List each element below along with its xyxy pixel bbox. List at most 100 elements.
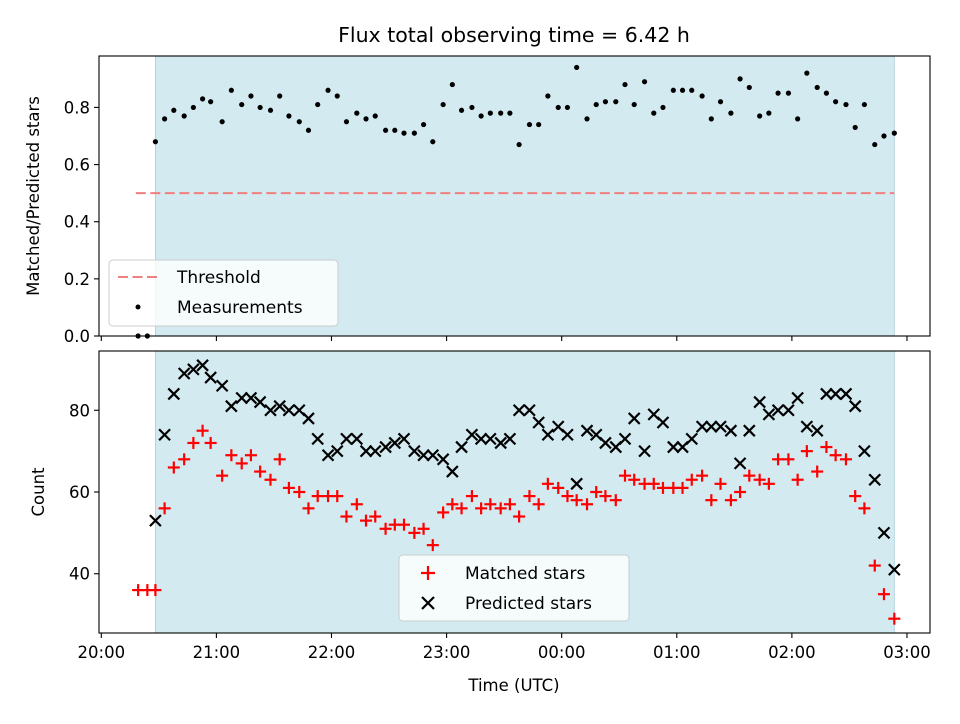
measurement-point	[679, 87, 686, 93]
predicted-star-point	[695, 420, 709, 433]
matched-star-point	[178, 453, 191, 466]
measurement-point	[487, 110, 493, 116]
matched-star-point	[676, 481, 689, 494]
measurement-point	[555, 104, 561, 111]
measurement-point	[516, 141, 522, 148]
matched-star-point	[513, 510, 526, 523]
predicted-star-point	[187, 363, 200, 376]
predicted-star-point	[599, 436, 612, 450]
measurement-point	[660, 104, 666, 111]
x-tick-label: 03:00	[883, 643, 931, 662]
predicted-star-point	[532, 416, 545, 429]
measurement-point	[334, 93, 340, 99]
predicted-star-point	[388, 436, 402, 450]
count-panel: 40 60 80 20:00 21:00 22:00 23:00 00:00 01:00 02:…	[29, 350, 931, 695]
measurement-point	[766, 110, 772, 116]
matched-star-point	[581, 498, 594, 511]
matched-star-point	[618, 469, 631, 482]
predicted-star-point	[705, 420, 718, 433]
predicted-star-point	[753, 395, 766, 409]
measurement-point	[219, 119, 225, 125]
predicted-star-point	[561, 428, 574, 442]
predicted-stars-legend-swatch	[421, 596, 435, 610]
threshold-legend-label: Threshold	[176, 268, 261, 288]
measurement-point	[162, 116, 168, 122]
measurements-legend-swatch	[135, 304, 141, 310]
matched-star-point	[311, 490, 324, 503]
matched-star-point	[609, 494, 622, 507]
measurement-point	[872, 141, 878, 148]
measurement-point	[785, 90, 792, 96]
measurement-point	[631, 101, 637, 108]
measurement-point	[239, 101, 245, 108]
measurement-point	[689, 87, 695, 93]
measurement-point	[852, 124, 858, 131]
measurement-point	[641, 79, 648, 85]
measurement-point	[833, 99, 839, 105]
matched-star-point	[782, 453, 795, 466]
predicted-star-point	[196, 359, 209, 372]
predicted-star-point	[177, 367, 191, 380]
predicted-star-point	[848, 399, 862, 413]
measurement-point	[613, 99, 619, 105]
matched-star-point	[187, 436, 200, 449]
predicted-star-point	[733, 457, 747, 470]
matched-star-point	[561, 490, 574, 503]
predicted-star-point	[282, 403, 296, 417]
matched-star-point	[858, 502, 871, 515]
x-tick-label: 21:00	[193, 643, 241, 662]
matched-star-point	[877, 588, 890, 601]
matched-star-point	[849, 490, 862, 503]
x-tick-label: 01:00	[653, 643, 701, 662]
matched-star-point	[465, 490, 478, 503]
ratio-legend-box	[108, 259, 339, 327]
predicted-star-point	[791, 391, 804, 405]
predicted-star-point	[638, 444, 651, 458]
measurement-point	[401, 130, 407, 136]
matched-star-point	[541, 477, 554, 490]
predicted-star-point	[656, 416, 670, 429]
matched-star-point	[570, 494, 583, 507]
predicted-star-point	[618, 432, 632, 446]
measurement-point	[208, 99, 214, 105]
matched-star-point	[696, 469, 709, 482]
predicted-star-point	[436, 453, 450, 466]
measurement-point	[478, 113, 484, 119]
x-tick-label: 22:00	[308, 643, 356, 662]
matched-star-point	[216, 469, 229, 482]
ratio-y-ticks: 0.0 0.2 0.4 0.6 0.8	[64, 98, 99, 346]
measurement-point	[728, 110, 734, 116]
matched-star-point	[734, 486, 747, 498]
predicted-star-point	[714, 420, 727, 433]
matched-star-point	[868, 559, 881, 572]
predicted-star-point	[321, 448, 335, 462]
predicted-star-point	[235, 391, 248, 405]
matched-star-point	[753, 473, 766, 486]
measurement-point	[746, 84, 752, 91]
measurement-point	[536, 121, 542, 128]
predicted-star-point	[820, 387, 833, 401]
measurement-point	[199, 96, 206, 102]
ratio-x-ticks	[100, 336, 908, 341]
x-axis-label: Time (UTC)	[467, 676, 559, 695]
y-tick-label: 0.0	[64, 327, 90, 346]
matched-stars-legend-label: Matched stars	[465, 564, 585, 584]
y-tick-label: 40	[69, 565, 90, 584]
matched-star-point	[647, 477, 660, 490]
matched-star-point	[293, 486, 306, 498]
matched-star-point	[331, 490, 344, 503]
measurement-point	[420, 121, 427, 128]
predicted-star-point	[368, 444, 382, 458]
measurement-point	[267, 107, 274, 113]
predicted-star-point	[149, 514, 162, 527]
matched-star-point	[628, 473, 641, 486]
y-tick-label: 0.8	[64, 98, 90, 117]
measurement-point	[737, 76, 743, 82]
predicted-star-point	[340, 432, 353, 446]
predicted-star-point	[800, 420, 814, 433]
matched-stars-legend-swatch	[421, 566, 435, 580]
y-tick-label: 0.4	[64, 213, 90, 232]
matched-star-point	[820, 441, 833, 454]
measurement-point	[891, 130, 897, 136]
count-legend-box	[398, 554, 630, 622]
